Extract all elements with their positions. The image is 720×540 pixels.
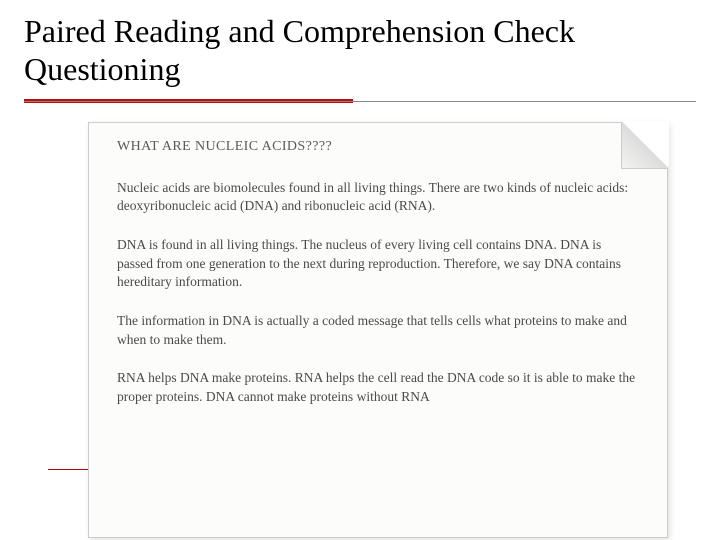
slide-title: Paired Reading and Comprehension Check Q… bbox=[24, 12, 696, 89]
document-paper: WHAT ARE NUCLEIC ACIDS???? Nucleic acids… bbox=[88, 122, 668, 538]
document-heading: WHAT ARE NUCLEIC ACIDS???? bbox=[117, 139, 639, 155]
document-paragraph: DNA is found in all living things. The n… bbox=[117, 236, 639, 292]
content-area: WHAT ARE NUCLEIC ACIDS???? Nucleic acids… bbox=[24, 122, 696, 532]
paper-corner-mask bbox=[623, 121, 669, 167]
divider-gray bbox=[24, 101, 696, 102]
document-paragraph: The information in DNA is actually a cod… bbox=[117, 312, 639, 349]
document-paragraph: Nucleic acids are biomolecules found in … bbox=[117, 179, 639, 216]
document-paragraph: RNA helps DNA make proteins. RNA helps t… bbox=[117, 369, 639, 406]
slide: Paired Reading and Comprehension Check Q… bbox=[0, 0, 720, 540]
